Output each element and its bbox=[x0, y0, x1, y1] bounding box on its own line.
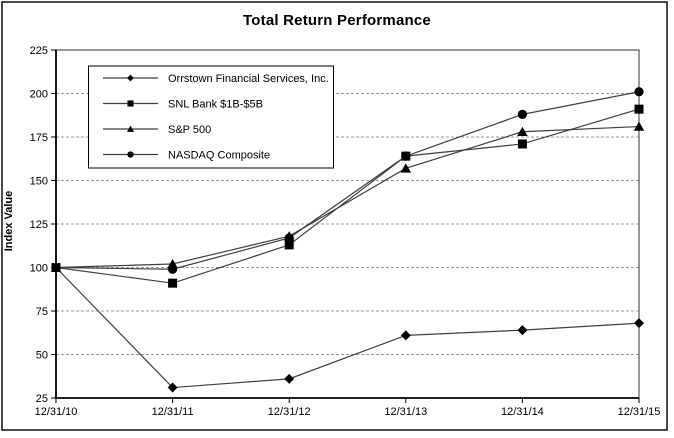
triangle-marker-icon bbox=[126, 125, 135, 132]
x-tick-label: 12/31/11 bbox=[152, 406, 194, 418]
legend-label: NASDAQ Composite bbox=[168, 150, 270, 162]
y-tick-label: 125 bbox=[30, 219, 48, 231]
legend: Orrstown Financial Services, Inc. SNL Ban… bbox=[88, 65, 334, 169]
circle-marker-icon bbox=[401, 151, 411, 161]
series-line bbox=[55, 125, 640, 269]
square-marker-icon bbox=[634, 104, 644, 114]
x-tick-label: 12/31/14 bbox=[501, 406, 544, 418]
series-line bbox=[55, 267, 640, 389]
x-tick-label: 12/31/12 bbox=[268, 406, 311, 418]
legend-box bbox=[88, 65, 334, 169]
y-tick-label: 200 bbox=[30, 89, 48, 101]
circle-marker-icon bbox=[51, 262, 61, 273]
legend-label: Orrstown Financial Services, Inc. bbox=[168, 73, 329, 85]
circle-marker-icon bbox=[634, 87, 644, 97]
diamond-marker-icon bbox=[284, 373, 295, 384]
diamond-marker-icon bbox=[127, 74, 134, 82]
square-marker-icon bbox=[517, 139, 527, 149]
y-tick-label: 75 bbox=[36, 306, 48, 318]
diamond-marker-icon bbox=[400, 330, 411, 341]
triangle-marker-icon bbox=[633, 121, 645, 131]
legend-item-snl-bank-1b-5b: SNL Bank $1B-$5B bbox=[103, 99, 263, 111]
y-tick-label: 25 bbox=[36, 393, 48, 405]
y-axis-title: Index Value bbox=[3, 190, 15, 252]
x-tick-label: 12/31/15 bbox=[618, 406, 661, 418]
x-tick-label: 12/31/10 bbox=[35, 406, 78, 418]
square-marker-icon bbox=[284, 240, 294, 250]
diamond-marker-icon bbox=[167, 382, 178, 393]
circle-marker-icon bbox=[168, 264, 178, 274]
diamond-marker-icon bbox=[634, 318, 644, 329]
triangle-marker-icon bbox=[400, 163, 412, 173]
triangle-marker-icon bbox=[517, 126, 528, 137]
series-line bbox=[55, 108, 640, 284]
square-marker-icon bbox=[168, 278, 178, 288]
circle-marker-icon bbox=[127, 151, 134, 158]
chart-title: Total Return Performance bbox=[243, 12, 431, 29]
y-tick-label: 225 bbox=[30, 45, 48, 57]
square-marker-icon bbox=[127, 100, 134, 107]
series-orrstown-financial-services-inc bbox=[51, 262, 644, 393]
y-tick-label: 50 bbox=[36, 350, 48, 362]
legend-item-orrstown-financial-services-inc: Orrstown Financial Services, Inc. bbox=[103, 73, 329, 85]
legend-item-s-p-500: S&P 500 bbox=[103, 124, 211, 136]
legend-label: S&P 500 bbox=[168, 124, 211, 136]
series-nasdaq-composite bbox=[51, 87, 644, 274]
circle-marker-icon bbox=[284, 233, 294, 243]
y-tick-label: 100 bbox=[30, 263, 48, 275]
series-line bbox=[55, 91, 640, 270]
x-tick-label: 12/31/13 bbox=[384, 406, 427, 418]
legend-label: SNL Bank $1B-$5B bbox=[168, 99, 263, 111]
circle-marker-icon bbox=[517, 109, 528, 119]
diamond-marker-icon bbox=[517, 325, 528, 336]
y-tick-label: 175 bbox=[30, 132, 48, 144]
y-tick-label: 150 bbox=[30, 176, 48, 188]
legend-item-nasdaq-composite: NASDAQ Composite bbox=[103, 150, 270, 162]
